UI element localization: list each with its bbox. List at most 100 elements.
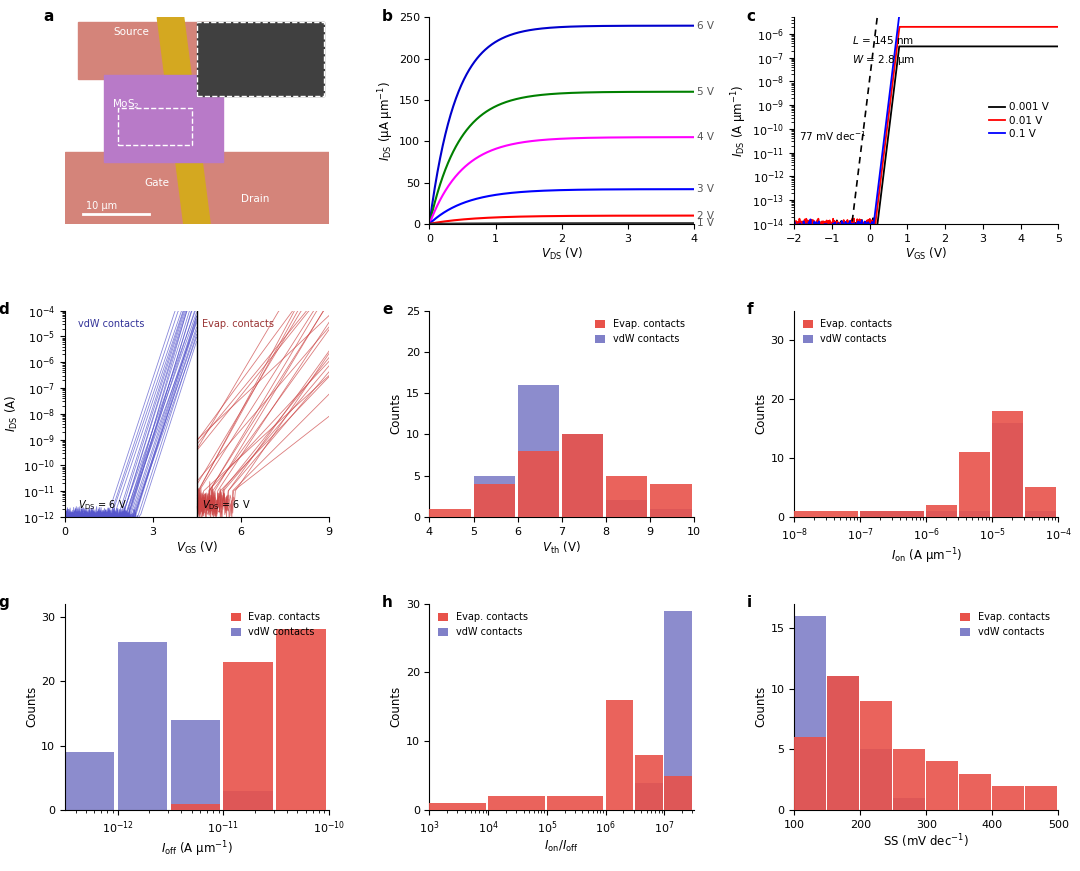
Y-axis label: Counts: Counts xyxy=(390,686,403,727)
0.1 V xyxy=(962,5,975,16)
Bar xyxy=(635,782,662,810)
0.01 V xyxy=(853,224,866,234)
Text: a: a xyxy=(43,10,54,24)
Text: 77 mV dec$^{-1}$: 77 mV dec$^{-1}$ xyxy=(799,130,867,143)
Bar xyxy=(794,737,825,810)
Text: 6 V: 6 V xyxy=(697,21,714,30)
0.1 V xyxy=(853,226,866,236)
Bar xyxy=(827,677,859,810)
Bar xyxy=(517,451,559,517)
Legend: 0.001 V, 0.01 V, 0.1 V: 0.001 V, 0.01 V, 0.1 V xyxy=(985,98,1053,143)
Text: g: g xyxy=(0,596,10,611)
0.01 V xyxy=(804,255,816,266)
Bar xyxy=(664,611,692,810)
Text: Drain: Drain xyxy=(241,194,269,204)
Bar xyxy=(794,511,858,517)
Text: i: i xyxy=(746,596,752,611)
Bar xyxy=(171,804,220,810)
Bar xyxy=(430,803,486,810)
Text: $L$ = 145 nm: $L$ = 145 nm xyxy=(852,34,915,46)
0.01 V xyxy=(787,213,800,224)
0.1 V xyxy=(1052,5,1065,16)
Bar xyxy=(224,662,273,810)
Line: 0.01 V: 0.01 V xyxy=(794,27,1058,260)
X-axis label: $V_{\mathrm{GS}}$ (V): $V_{\mathrm{GS}}$ (V) xyxy=(176,539,218,556)
Polygon shape xyxy=(158,17,211,224)
Bar xyxy=(224,791,273,810)
Bar xyxy=(1025,488,1056,517)
Bar xyxy=(562,435,604,517)
0.1 V xyxy=(872,183,885,193)
Bar xyxy=(562,435,604,517)
Text: 2 V: 2 V xyxy=(697,211,714,220)
0.1 V xyxy=(787,220,800,231)
Bar xyxy=(488,796,544,810)
Text: b: b xyxy=(382,10,393,24)
Bar xyxy=(860,511,923,517)
Bar xyxy=(827,677,859,810)
0.001 V xyxy=(893,41,906,51)
Text: e: e xyxy=(382,302,392,317)
0.001 V xyxy=(1027,41,1040,51)
Text: 3 V: 3 V xyxy=(697,184,714,194)
0.001 V xyxy=(863,220,876,231)
0.1 V xyxy=(828,235,841,246)
Y-axis label: Counts: Counts xyxy=(25,686,38,727)
0.1 V xyxy=(994,5,1007,16)
Bar xyxy=(473,476,515,517)
Legend: Evap. contacts, vdW contacts: Evap. contacts, vdW contacts xyxy=(227,609,324,641)
X-axis label: SS (mV dec$^{-1}$): SS (mV dec$^{-1}$) xyxy=(883,833,969,850)
Bar xyxy=(430,509,471,517)
Line: 0.001 V: 0.001 V xyxy=(794,46,1058,242)
Text: $V_{\mathrm{DS}}$ = 6 V: $V_{\mathrm{DS}}$ = 6 V xyxy=(202,499,251,512)
0.01 V xyxy=(1027,22,1040,32)
0.001 V xyxy=(994,41,1007,51)
Bar xyxy=(927,761,958,810)
Text: 5 V: 5 V xyxy=(697,87,714,97)
X-axis label: $I_{\mathrm{on}}$ (A μm$^{-1}$): $I_{\mathrm{on}}$ (A μm$^{-1}$) xyxy=(891,546,962,565)
Bar xyxy=(65,752,114,810)
Text: MoS$_2$: MoS$_2$ xyxy=(112,98,140,111)
Text: h: h xyxy=(382,596,393,611)
Text: Evap. contacts: Evap. contacts xyxy=(202,319,274,329)
0.001 V xyxy=(787,219,800,230)
Y-axis label: $I_{\mathrm{DS}}$ (A μm$^{-1}$): $I_{\mathrm{DS}}$ (A μm$^{-1}$) xyxy=(730,84,750,157)
Legend: Evap. contacts, vdW contacts: Evap. contacts, vdW contacts xyxy=(956,609,1053,641)
Bar xyxy=(650,509,691,517)
Bar xyxy=(546,796,604,810)
Bar xyxy=(197,22,324,96)
Bar xyxy=(893,749,924,810)
Bar xyxy=(893,798,924,810)
Bar xyxy=(606,700,633,810)
X-axis label: $I_{\mathrm{on}}/I_{\mathrm{off}}$: $I_{\mathrm{on}}/I_{\mathrm{off}}$ xyxy=(544,839,579,854)
Bar xyxy=(959,511,990,517)
Text: d: d xyxy=(0,302,10,317)
0.001 V xyxy=(1052,41,1065,51)
0.001 V xyxy=(872,213,885,224)
Bar xyxy=(171,719,220,810)
0.01 V xyxy=(863,215,876,226)
Bar xyxy=(959,773,990,810)
Bar xyxy=(860,749,892,810)
Text: Source: Source xyxy=(113,27,149,37)
Bar xyxy=(197,22,324,96)
Y-axis label: Counts: Counts xyxy=(755,393,768,435)
Text: c: c xyxy=(746,10,756,24)
Text: 4 V: 4 V xyxy=(697,132,714,142)
0.01 V xyxy=(962,22,975,32)
Bar xyxy=(1025,511,1056,517)
Bar xyxy=(606,476,648,517)
Text: vdW contacts: vdW contacts xyxy=(78,319,145,329)
Text: 1 V: 1 V xyxy=(697,218,714,228)
Bar xyxy=(1025,786,1056,810)
Bar xyxy=(993,422,1024,517)
Bar xyxy=(276,630,326,810)
Text: 10 μm: 10 μm xyxy=(86,201,117,212)
0.001 V xyxy=(815,237,828,247)
Y-axis label: Counts: Counts xyxy=(390,393,403,435)
Y-axis label: $I_{\mathrm{DS}}$ (A): $I_{\mathrm{DS}}$ (A) xyxy=(4,395,21,432)
Text: Gate: Gate xyxy=(145,178,170,187)
Bar xyxy=(927,505,957,517)
0.01 V xyxy=(893,22,906,32)
Bar xyxy=(927,511,957,517)
